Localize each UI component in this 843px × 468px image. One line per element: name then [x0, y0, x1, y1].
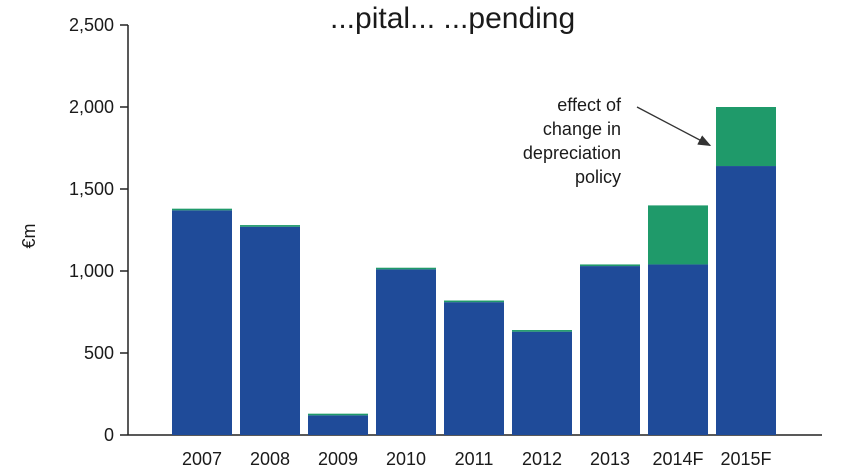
x-tick-label: 2013: [590, 449, 630, 468]
x-tick-label: 2015F: [720, 449, 771, 468]
x-tick-label: 2009: [318, 449, 358, 468]
bar-segment-depreciation-effect-2008: [240, 225, 300, 227]
bar-segment-base-2013: [580, 266, 640, 435]
bar-segment-depreciation-effect-2012: [512, 330, 572, 332]
x-tick-label: 2012: [522, 449, 562, 468]
x-tick-label: 2014F: [652, 449, 703, 468]
y-tick-label: 2,500: [69, 15, 114, 35]
annotation-line: policy: [575, 167, 621, 187]
bar-segment-base-2012: [512, 331, 572, 435]
annotation-line: effect of: [557, 95, 622, 115]
bar-segment-base-2015F: [716, 166, 776, 436]
y-axis: 0 500 1,000 1,500 2,000 2,500: [69, 15, 129, 445]
bar-segment-base-2014F: [648, 264, 708, 435]
x-tick-label: 2007: [182, 449, 222, 468]
x-tick-label: 2008: [250, 449, 290, 468]
annotation: effect of change in depreciation policy: [523, 95, 712, 187]
y-tick-label: 0: [104, 425, 114, 445]
annotation-line: change in: [543, 119, 621, 139]
y-axis-label: €m: [19, 223, 39, 248]
bar-segment-depreciation-effect-2014F: [648, 205, 708, 265]
bar-segment-depreciation-effect-2013: [580, 264, 640, 267]
bar-segment-base-2011: [444, 302, 504, 435]
bar-segment-base-2008: [240, 226, 300, 435]
x-tick-label: 2011: [455, 449, 494, 468]
bar-segment-depreciation-effect-2015F: [716, 107, 776, 167]
bar-segment-depreciation-effect-2010: [376, 267, 436, 270]
x-axis: 2007 2008 2009 2010 2011 2012 2013 2014F 2015F: [128, 434, 822, 468]
bar-segment-depreciation-effect-2009: [308, 413, 368, 416]
y-tick-label: 500: [84, 343, 114, 363]
bar-segment-depreciation-effect-2007: [172, 208, 232, 211]
bars: [172, 107, 776, 436]
annotation-arrow: [636, 106, 712, 146]
bar-segment-base-2009: [308, 415, 368, 435]
annotation-line: depreciation: [523, 143, 621, 163]
bar-segment-base-2010: [376, 269, 436, 435]
bar-segment-depreciation-effect-2011: [444, 300, 504, 303]
chart-title: ...pital... ...pending: [330, 2, 575, 35]
y-tick-label: 1,500: [69, 179, 114, 199]
y-tick-label: 1,000: [69, 261, 114, 281]
bar-segment-base-2007: [172, 210, 232, 435]
y-tick-label: 2,000: [69, 97, 114, 117]
x-tick-label: 2010: [386, 449, 426, 468]
